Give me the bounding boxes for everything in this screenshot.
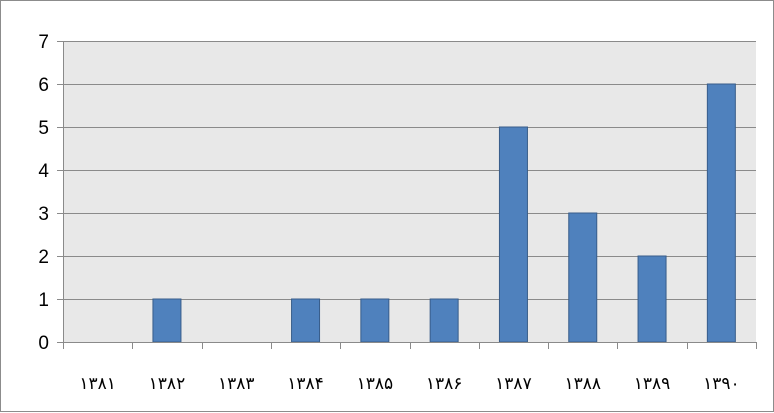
y-tick-label-5: 5	[38, 118, 49, 139]
x-tick-label-1: ۱۳۸۲	[149, 374, 186, 394]
bar-3	[291, 298, 321, 343]
y-tick-label-6: 6	[38, 75, 49, 96]
x-tick-label-0: ۱۳۸۱	[79, 374, 116, 394]
x-tick-label-3: ۱۳۸۴	[287, 374, 324, 394]
y-tick-label-0: 0	[38, 333, 49, 354]
bar-6	[498, 126, 528, 343]
bar-9	[706, 83, 736, 343]
bar-4	[360, 298, 390, 343]
y-tick-label-1: 1	[38, 290, 49, 311]
bar-1	[152, 298, 182, 343]
bar-7	[568, 212, 598, 343]
x-tick-label-6: ۱۳۸۷	[495, 374, 532, 394]
x-tick-labels: ۱۳۸۱ ۱۳۸۲ ۱۳۸۳ ۱۳۸۴ ۱۳۸۵ ۱۳۸۶ ۱۳۸۷ ۱۳۸۸ ۱۳۸۹ ۱۳۹۰	[79, 374, 739, 394]
x-tick-label-5: ۱۳۸۶	[426, 374, 463, 394]
y-tick-label-3: 3	[38, 204, 49, 225]
y-tick-label-2: 2	[38, 247, 49, 268]
bar-5	[429, 298, 459, 343]
x-tick-label-4: ۱۳۸۵	[357, 374, 394, 394]
y-tick-label-4: 4	[38, 161, 49, 182]
x-tick-label-7: ۱۳۸۸	[564, 374, 601, 394]
y-tick-labels: 0 1 2 3 4 5 6 7	[38, 32, 49, 354]
bar-8	[637, 255, 667, 343]
x-tick-label-2: ۱۳۸۳	[218, 374, 255, 394]
x-tick-label-8: ۱۳۸۹	[634, 374, 671, 394]
y-tick-label-7: 7	[38, 32, 49, 53]
x-tick-label-9: ۱۳۹۰	[703, 374, 740, 394]
axes	[57, 41, 757, 349]
